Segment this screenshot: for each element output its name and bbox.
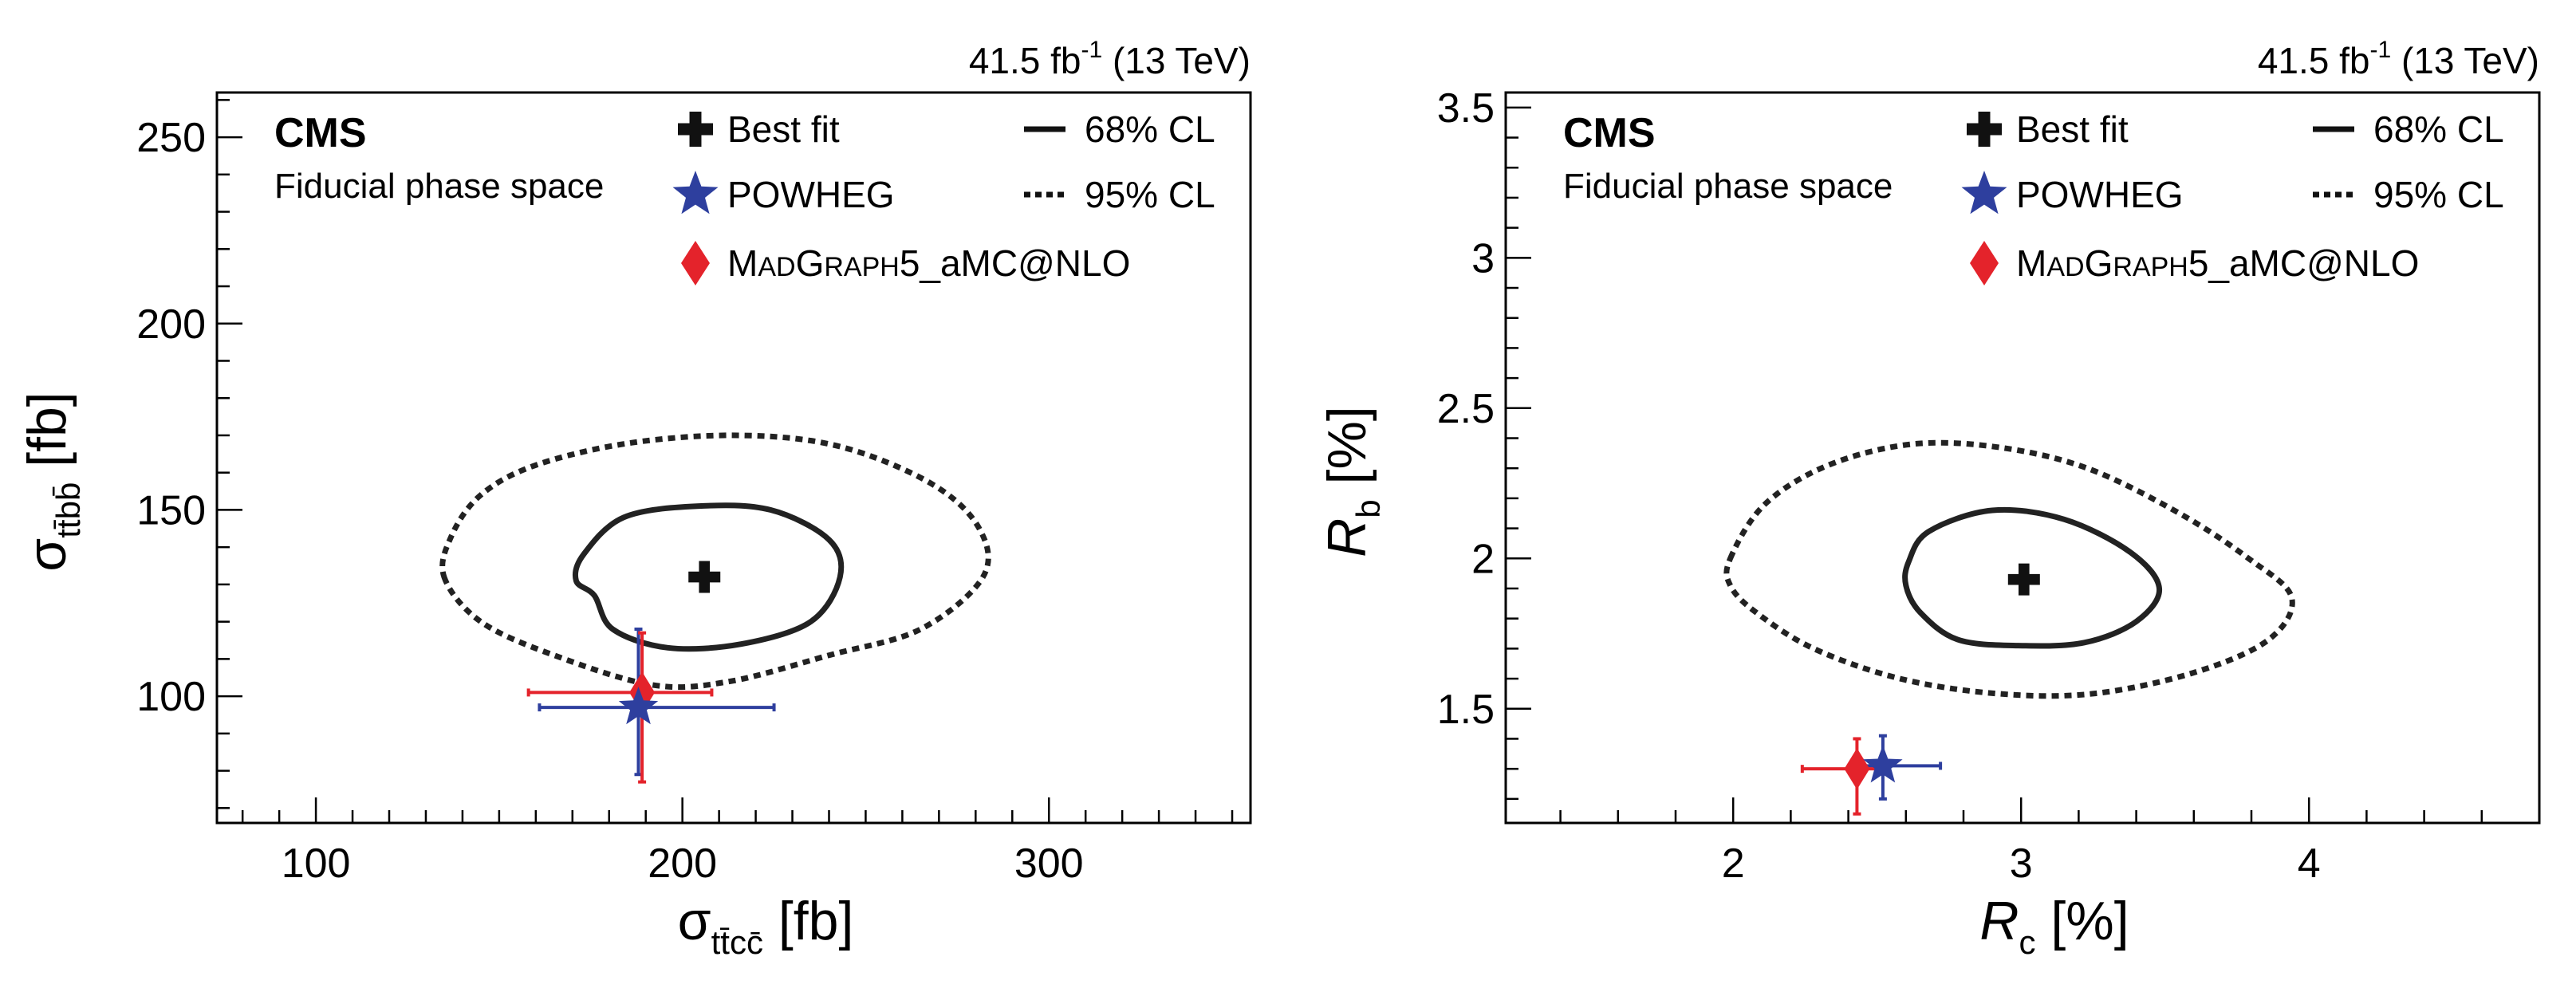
- y-axis-title: σtt̄bb̄ [fb]: [17, 392, 87, 571]
- lumi-label: 41.5 fb-1 (13 TeV): [2258, 37, 2539, 81]
- x-axis-subscript: tt̄cc̄: [711, 923, 763, 961]
- x-tick-label: 4: [2298, 840, 2321, 887]
- madgraph-marker: [1844, 748, 1870, 790]
- y-tick-label: 250: [136, 115, 206, 161]
- best-fit-marker: [2007, 563, 2040, 596]
- legend-cross-icon: [1967, 112, 2002, 147]
- lumi-exponent: -1: [1081, 37, 1103, 63]
- powheg-marker: [1863, 745, 1903, 783]
- contour-95cl: [1723, 439, 2295, 699]
- madgraph-sc2: RAPH: [824, 252, 899, 282]
- x-tick-label: 200: [648, 840, 717, 887]
- experiment-label: CMS: [274, 110, 367, 156]
- lumi-value: 41.5 fb: [969, 40, 1081, 81]
- powheg-marker: [618, 687, 659, 725]
- legend-star-icon: [1961, 171, 2007, 215]
- x-axis-subscript: c: [2019, 923, 2035, 961]
- legend-best-fit: Best fit: [727, 108, 840, 150]
- x-axis-unit: [fb]: [763, 891, 853, 951]
- x-axis-title: Rc [%]: [1979, 891, 2129, 961]
- x-tick-label: 3: [2010, 840, 2033, 887]
- madgraph-cap2: G: [2085, 242, 2113, 284]
- legend-diamond-icon: [1970, 241, 1999, 285]
- contour-95cl: [439, 432, 991, 691]
- legend-cross-icon: [678, 112, 713, 147]
- legend-best-fit: Best fit: [2016, 108, 2129, 150]
- contour-68cl: [1902, 506, 2162, 649]
- plot-frame: [215, 91, 1252, 825]
- energy-label: (13 TeV): [2391, 40, 2539, 81]
- y-axis-title: Rb [%]: [1317, 406, 1387, 557]
- y-tick-label: 100: [136, 674, 206, 720]
- legend-star-icon: [672, 171, 719, 215]
- chart-panel-2: 2 3 4 1.5 2 2.5 3 3.5 41.5 fb-1 (13 TeV) CMS Fiduc…: [1317, 37, 2541, 961]
- y-tick-label: 200: [136, 301, 206, 348]
- contour-68cl: [572, 502, 845, 652]
- energy-label: (13 TeV): [1102, 40, 1251, 81]
- y-tick-label: 2.5: [1437, 386, 1495, 432]
- y-axis-unit: [fb]: [17, 392, 77, 482]
- x-axis-unit: [%]: [2035, 891, 2129, 951]
- madgraph-cap1: M: [2016, 242, 2046, 284]
- madgraph-sc1: AD: [758, 252, 795, 282]
- best-fit-marker: [688, 561, 721, 593]
- subtitle: Fiducial phase space: [1563, 167, 1893, 206]
- madgraph-cap2: G: [796, 242, 825, 284]
- madgraph-cap1: M: [727, 242, 758, 284]
- legend-powheg: POWHEG: [2016, 174, 2184, 215]
- y-axis-symbol: R: [1317, 518, 1377, 557]
- y-tick-label: 1.5: [1437, 687, 1495, 733]
- legend-powheg: POWHEG: [727, 174, 895, 215]
- lumi-label: 41.5 fb-1 (13 TeV): [969, 37, 1251, 81]
- lumi-value: 41.5 fb: [2258, 40, 2370, 81]
- x-axis-symbol: R: [1979, 891, 2019, 951]
- legend-cl68: 68% CL: [2373, 108, 2504, 150]
- legend-cl68: 68% CL: [1085, 108, 1215, 150]
- chart-panel-1: 100 200 300 100 150 200 250 41.5 fb-1 (13 TeV) C…: [17, 37, 1252, 961]
- legend-diamond-icon: [681, 241, 710, 285]
- subtitle: Fiducial phase space: [274, 167, 604, 206]
- madgraph-sc2: RAPH: [2113, 252, 2188, 282]
- madgraph-sc1: AD: [2046, 252, 2084, 282]
- madgraph-rest: 5_aMC@NLO: [900, 242, 1131, 284]
- experiment-label: CMS: [1563, 110, 1656, 156]
- x-tick-label: 100: [282, 840, 351, 887]
- y-axis-symbol: σ: [17, 538, 77, 572]
- legend-madgraph: MADGRAPH5_aMC@NLO: [2016, 242, 2419, 284]
- y-tick-label: 3.5: [1437, 85, 1495, 132]
- y-axis-subscript: tt̄bb̄: [49, 482, 87, 538]
- madgraph-rest: 5_aMC@NLO: [2188, 242, 2420, 284]
- y-tick-label: 3: [1471, 235, 1495, 281]
- x-tick-label: 300: [1014, 840, 1084, 887]
- y-tick-label: 2: [1471, 536, 1495, 582]
- legend-cl95: 95% CL: [2373, 174, 2504, 215]
- y-tick-label: 150: [136, 487, 206, 533]
- x-axis-title: σtt̄cc̄ [fb]: [678, 891, 854, 961]
- legend-madgraph: MADGRAPH5_aMC@NLO: [727, 242, 1130, 284]
- plot-frame: [1504, 91, 2541, 825]
- legend-cl95: 95% CL: [1085, 174, 1215, 215]
- lumi-exponent: -1: [2370, 37, 2392, 63]
- x-axis-symbol: σ: [678, 891, 711, 951]
- y-axis-subscript: b: [1349, 499, 1387, 518]
- y-axis-unit: [%]: [1317, 406, 1377, 499]
- x-tick-label: 2: [1722, 840, 1745, 887]
